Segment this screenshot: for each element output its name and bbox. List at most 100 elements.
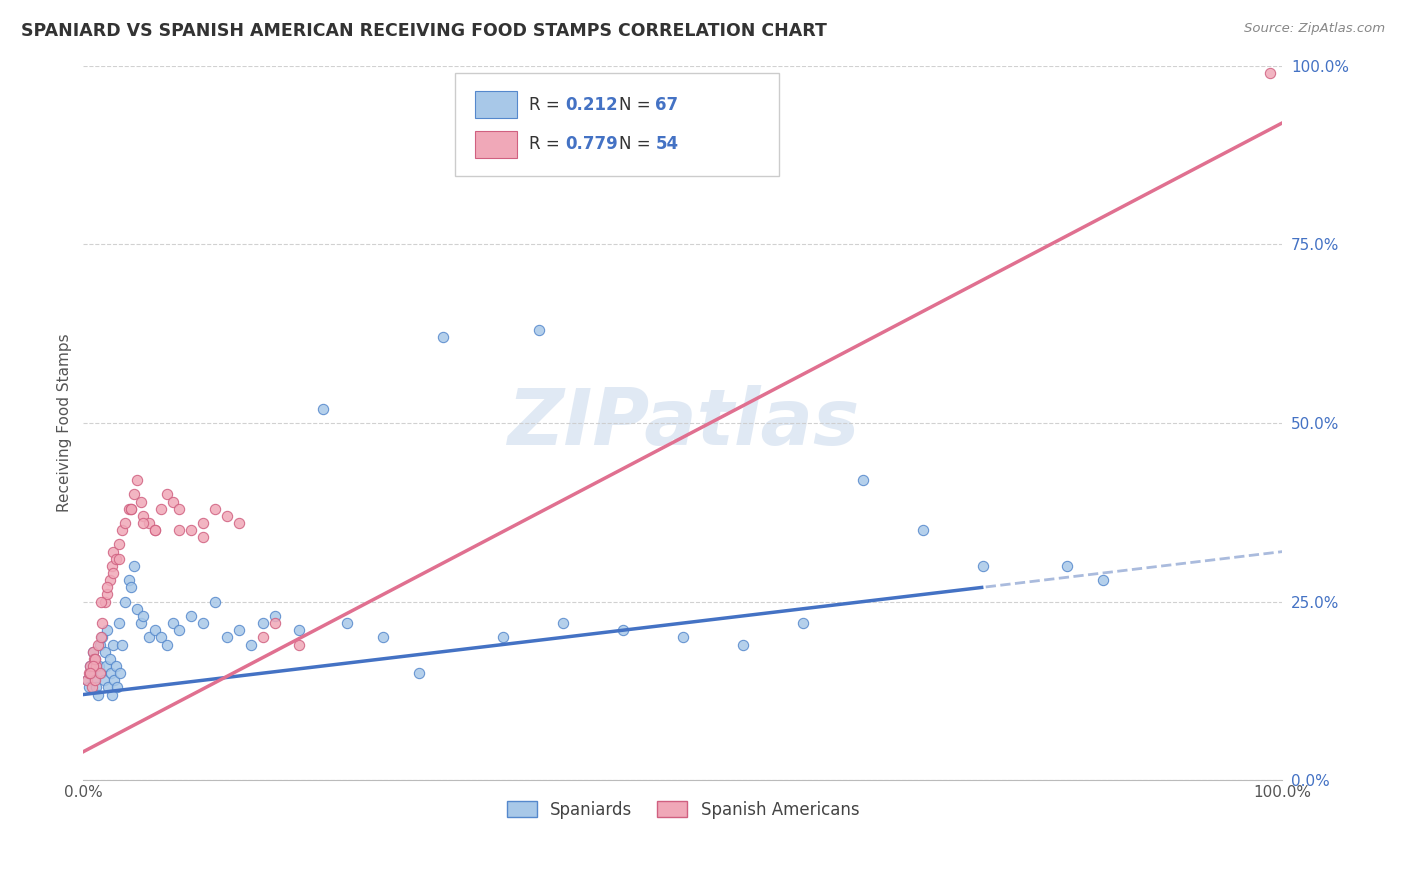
Point xyxy=(143,624,166,638)
Point xyxy=(82,645,104,659)
Point xyxy=(150,501,173,516)
Point xyxy=(86,681,108,695)
Point xyxy=(114,516,136,530)
Point xyxy=(120,501,142,516)
Point xyxy=(105,681,128,695)
Point xyxy=(86,659,108,673)
Point xyxy=(79,666,101,681)
Point xyxy=(972,558,994,573)
Point xyxy=(91,631,114,645)
Point xyxy=(89,638,111,652)
Point xyxy=(98,652,121,666)
Legend: Spaniards, Spanish Americans: Spaniards, Spanish Americans xyxy=(501,794,866,826)
Point xyxy=(76,673,98,688)
Point xyxy=(240,638,263,652)
Point xyxy=(264,608,287,623)
Point xyxy=(336,616,359,631)
FancyBboxPatch shape xyxy=(456,73,779,177)
Point xyxy=(108,616,131,631)
Point xyxy=(80,681,103,695)
Point xyxy=(108,537,131,551)
Point xyxy=(132,516,155,530)
Point xyxy=(120,501,142,516)
Point xyxy=(143,523,166,537)
Point xyxy=(79,666,101,681)
Point xyxy=(79,659,101,673)
Point xyxy=(167,523,190,537)
Point xyxy=(111,523,134,537)
Point xyxy=(156,638,179,652)
Point xyxy=(86,688,108,702)
Point xyxy=(132,608,155,623)
Point xyxy=(180,608,202,623)
Text: R =: R = xyxy=(530,136,565,153)
Point xyxy=(98,573,121,587)
Point xyxy=(252,631,274,645)
Point xyxy=(138,516,160,530)
Point xyxy=(84,673,107,688)
Point xyxy=(94,645,117,659)
Point xyxy=(90,594,112,608)
Point xyxy=(120,580,142,594)
Point xyxy=(103,673,125,688)
Point xyxy=(103,544,125,558)
Text: N =: N = xyxy=(619,136,657,153)
Point xyxy=(264,616,287,631)
Point xyxy=(167,624,190,638)
Point xyxy=(79,659,101,673)
Point xyxy=(217,508,239,523)
FancyBboxPatch shape xyxy=(475,91,517,119)
Point xyxy=(193,516,215,530)
Text: 0.779: 0.779 xyxy=(565,136,619,153)
Point xyxy=(217,631,239,645)
Point xyxy=(551,616,574,631)
Point xyxy=(79,681,101,695)
Point xyxy=(204,594,226,608)
Text: R =: R = xyxy=(530,96,565,114)
Point xyxy=(114,594,136,608)
Point xyxy=(432,330,454,344)
Text: SPANIARD VS SPANISH AMERICAN RECEIVING FOOD STAMPS CORRELATION CHART: SPANIARD VS SPANISH AMERICAN RECEIVING F… xyxy=(21,22,827,40)
Point xyxy=(111,638,134,652)
Point xyxy=(80,666,103,681)
Text: 0.212: 0.212 xyxy=(565,96,619,114)
Point xyxy=(731,638,754,652)
Point xyxy=(127,601,149,615)
Text: Source: ZipAtlas.com: Source: ZipAtlas.com xyxy=(1244,22,1385,36)
Point xyxy=(94,594,117,608)
Point xyxy=(103,638,125,652)
Point xyxy=(103,566,125,580)
Point xyxy=(84,652,107,666)
Point xyxy=(150,631,173,645)
Point xyxy=(101,688,124,702)
Point xyxy=(129,494,152,508)
Y-axis label: Receiving Food Stamps: Receiving Food Stamps xyxy=(58,334,72,512)
Point xyxy=(82,659,104,673)
Point xyxy=(122,487,145,501)
Point xyxy=(162,494,184,508)
Point xyxy=(1091,573,1114,587)
Point xyxy=(143,523,166,537)
Text: N =: N = xyxy=(619,96,657,114)
Point xyxy=(792,616,814,631)
Point xyxy=(90,666,112,681)
Point xyxy=(118,573,141,587)
Point xyxy=(288,624,311,638)
Point xyxy=(127,473,149,487)
Point xyxy=(97,681,120,695)
Point xyxy=(96,580,118,594)
Point xyxy=(228,624,250,638)
Point xyxy=(252,616,274,631)
Point xyxy=(110,666,132,681)
Point xyxy=(129,616,152,631)
Point xyxy=(84,652,107,666)
Point xyxy=(93,673,115,688)
Text: 67: 67 xyxy=(655,96,679,114)
Point xyxy=(82,645,104,659)
Point xyxy=(96,624,118,638)
Point xyxy=(91,616,114,631)
Point xyxy=(527,323,550,337)
FancyBboxPatch shape xyxy=(475,130,517,158)
Point xyxy=(76,673,98,688)
Point xyxy=(94,659,117,673)
